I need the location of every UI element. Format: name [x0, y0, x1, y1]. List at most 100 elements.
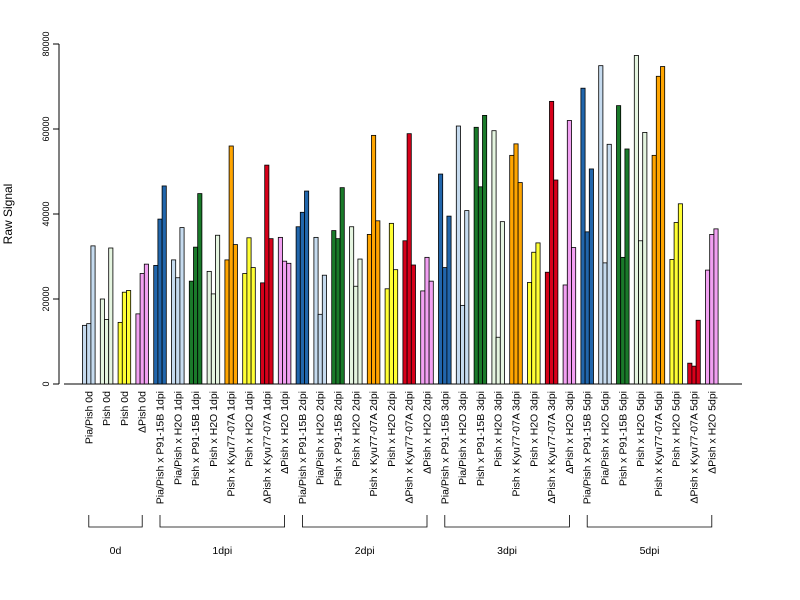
x-tick-label: Pia/Pish x H2O 1dpi: [172, 391, 184, 485]
bar: [455, 125, 461, 385]
x-tick-label: ΔPish x Kyu77-07A 5dpi: [689, 391, 701, 504]
bar: [491, 130, 497, 385]
bar: [268, 238, 274, 385]
bar: [660, 66, 666, 385]
x-tick-label: Pish x P91-15B 5dpi: [617, 391, 629, 486]
bar: [499, 221, 505, 385]
y-tick-label: 40000: [41, 201, 51, 226]
group-label: 0d: [110, 545, 122, 557]
x-tick-label: ΔPish 0d: [137, 391, 149, 433]
bar: [677, 203, 683, 385]
bar: [371, 134, 377, 385]
x-tick-label: Pia/Pish x P91-15B 2dpi: [297, 391, 309, 504]
x-tick-label: Pish x P91-15B 2dpi: [333, 391, 345, 486]
bar: [161, 185, 167, 385]
bar: [143, 263, 149, 385]
bar: [99, 298, 105, 385]
bar: [424, 256, 430, 385]
bar: [388, 222, 394, 385]
x-tick-label: Pia/Pish x H2O 2dpi: [315, 391, 327, 485]
x-tick-label: Pish x Kyu77-07A 1dpi: [226, 391, 238, 497]
bar: [517, 182, 523, 385]
x-tick-label: Pia/Pish 0d: [83, 391, 95, 444]
bar: [606, 143, 612, 385]
bar: [687, 362, 693, 385]
bar: [197, 193, 203, 385]
bar: [175, 277, 181, 385]
group-bracket: [586, 515, 713, 528]
bar: [250, 267, 256, 385]
bar: [464, 210, 470, 385]
bar: [393, 269, 399, 385]
bar: [277, 236, 283, 385]
bar: [82, 324, 88, 385]
bar: [366, 233, 372, 385]
y-axis: 0 20000 40000 60000 80000: [41, 31, 60, 387]
x-tick-label: Pish x H2O 5dpi: [671, 391, 683, 467]
x-tick-label: Pia/Pish x H2O 5dpi: [600, 391, 612, 485]
bar: [242, 273, 248, 385]
group-label: 5dpi: [640, 545, 660, 557]
bar: [705, 269, 711, 385]
bars: [82, 55, 719, 385]
x-tick-label: Pish 0d: [101, 391, 113, 426]
bar: [562, 284, 568, 385]
bar: [264, 164, 270, 385]
x-tick-label: Pia/Pish x H2O 3dpi: [457, 391, 469, 485]
bar: [224, 259, 230, 385]
x-tick-label: Pish x P91-15B 3dpi: [475, 391, 487, 486]
bar: [669, 259, 675, 385]
bar: [620, 256, 626, 385]
bar: [460, 304, 466, 385]
x-tick-label: ΔPish x Kyu77-07A 3dpi: [546, 391, 558, 504]
x-tick-label: Pish x H2O 2dpi: [386, 391, 398, 467]
x-tick-label: Pish x Kyu77-07A 5dpi: [653, 391, 665, 497]
bar: [206, 270, 212, 385]
x-tick-label: Pish x H2O 5dpi: [635, 391, 647, 467]
bar: [410, 264, 416, 385]
bar: [477, 186, 483, 385]
bar: [215, 234, 221, 385]
bar: [260, 282, 266, 385]
bar: [633, 55, 639, 385]
bar: [228, 145, 234, 385]
bar: [384, 288, 390, 385]
bar: [549, 100, 555, 385]
bar: [210, 293, 216, 385]
bar: [135, 313, 141, 385]
x-tick-label: Pish x P91-15B 1dpi: [190, 391, 202, 486]
bar: [691, 365, 697, 385]
bar: [709, 233, 715, 385]
bar: [153, 265, 159, 385]
y-tick-label: 20000: [41, 286, 51, 311]
bar: [651, 154, 657, 385]
bar: [673, 222, 679, 385]
bar: [473, 126, 479, 385]
bar: [495, 336, 501, 385]
bar: [157, 218, 163, 385]
bar: [357, 258, 363, 385]
bar: [580, 87, 586, 385]
group-bracket: [159, 515, 285, 528]
y-tick-label: 0: [41, 381, 51, 386]
bar: [544, 271, 550, 385]
bar: [313, 236, 319, 385]
bar: [139, 273, 145, 385]
bar: [655, 75, 661, 385]
x-tick-label: ΔPish x Kyu77-07A 1dpi: [261, 391, 273, 504]
bar: [602, 262, 608, 385]
bar: [571, 247, 577, 385]
x-tick-label: ΔPish x H2O 1dpi: [279, 391, 291, 474]
x-tick-label: ΔPish x H2O 5dpi: [706, 391, 718, 474]
bar: [442, 267, 448, 385]
bar: [299, 211, 305, 385]
bar: [335, 238, 341, 385]
bar: [616, 105, 622, 385]
bar: [193, 246, 199, 385]
bar: [232, 244, 238, 385]
x-tick-label: Pish 0d: [119, 391, 131, 426]
bar: [104, 318, 110, 385]
x-tick-label: Pia/Pish x P91-15B 5dpi: [582, 391, 594, 504]
bar: [86, 323, 92, 385]
bar: [295, 226, 301, 385]
